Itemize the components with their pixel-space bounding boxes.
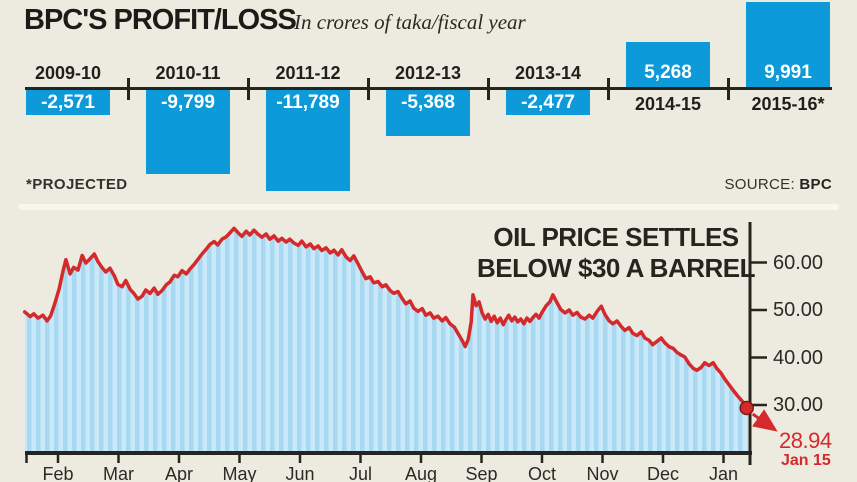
bar-chart-axis-line [25, 87, 832, 90]
y-axis [748, 222, 752, 465]
bar-2010-11 [146, 90, 230, 174]
bar-axis-tick [126, 78, 130, 100]
oil-price-area [24, 228, 748, 451]
x-axis-label-apr: Apr [164, 464, 193, 482]
x-axis-label-sep: Sep [465, 464, 498, 482]
bar-year-label: 2015-16* [751, 94, 825, 114]
oil-price-line [22, 226, 750, 412]
section-divider [18, 204, 839, 210]
bar-value-label: -11,789 [276, 92, 340, 113]
bar-axis-tick [486, 78, 490, 100]
x-axis-label-mar: Mar [103, 464, 134, 482]
oil-chart-title: OIL PRICE SETTLES BELOW $30 A BARREL [470, 222, 762, 284]
bar-axis-tick [606, 78, 610, 100]
page-title: BPC'S PROFIT/LOSS [24, 4, 297, 36]
bar-axis-tick [366, 78, 370, 100]
x-axis-label-jun: Jun [285, 464, 315, 482]
bar-2015-16* [746, 2, 830, 87]
last-price-annotation: 28.94 [779, 428, 832, 453]
bar-axis-tick [246, 78, 250, 100]
y-axis-label-30: 30.00 [773, 394, 824, 416]
x-axis [25, 451, 752, 455]
bar-axis-tick [726, 78, 730, 100]
chart-unit-subtitle: In crores of taka/fiscal year [294, 10, 526, 34]
y-axis-label-40: 40.00 [773, 346, 824, 369]
bar-2012-13 [386, 90, 470, 136]
bar-value-label: -5,368 [401, 92, 455, 113]
bar-value-label: 9,991 [764, 62, 812, 83]
y-axis-label-60: 60.00 [773, 251, 824, 274]
endpoint-dot [739, 400, 754, 416]
bar-2009-10 [26, 90, 110, 115]
bar-year-label: 2011-12 [275, 63, 341, 83]
bar-year-label: 2014-15 [634, 94, 702, 114]
bar-year-label: 2012-13 [394, 63, 462, 83]
bar-2011-12 [266, 90, 350, 191]
y-axis-label-50: 50.00 [773, 299, 824, 321]
bar-value-label: -9,799 [161, 92, 215, 113]
bar-year-label: 2013-14 [514, 63, 582, 83]
source-label: SOURCE: [724, 176, 795, 193]
x-axis-label-aug: Aug [404, 464, 438, 482]
x-axis-label-jan: Jan [708, 464, 739, 482]
bar-value-label: 5,268 [644, 62, 692, 83]
bar-value-label: -2,477 [521, 92, 575, 113]
bar-2013-14 [506, 90, 590, 115]
source-credit: SOURCE: BPC [600, 176, 832, 193]
projected-footnote: *PROJECTED [26, 176, 128, 193]
x-axis-label-oct: Oct [527, 464, 556, 482]
x-axis-label-nov: Nov [586, 464, 619, 482]
oil-chart-title-line1: OIL PRICE SETTLES [493, 222, 739, 252]
bar-year-label: 2009-10 [34, 63, 102, 83]
x-axis-label-may: May [222, 464, 257, 482]
oil-chart-title-line2: BELOW $30 A BARREL [477, 253, 756, 283]
x-axis-label-dec: Dec [646, 464, 679, 482]
x-axis-label-feb: Feb [42, 464, 74, 482]
last-price-date: Jan 15 [781, 452, 831, 469]
bar-value-label: -2,571 [41, 92, 95, 113]
bar-2014-15 [626, 42, 710, 87]
source-value: BPC [799, 176, 832, 193]
bar-year-label: 2010-11 [155, 63, 221, 83]
x-axis-label-jul: Jul [348, 464, 372, 482]
trend-arrow [751, 409, 778, 432]
